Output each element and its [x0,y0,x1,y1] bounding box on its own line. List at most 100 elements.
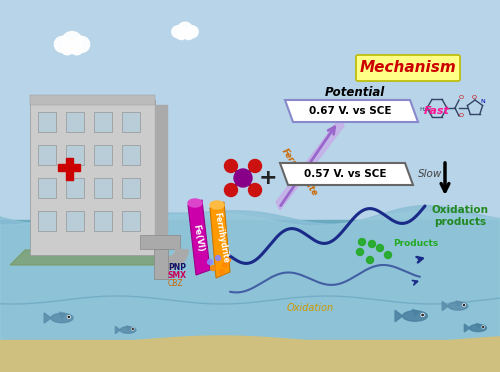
Polygon shape [464,324,469,332]
Bar [0,340,500,372]
Circle shape [248,183,262,196]
Text: Ferrihydrite: Ferrihydrite [280,147,320,198]
Bar [94,145,112,165]
Polygon shape [456,301,461,306]
Text: 0.67 V. vs SCE: 0.67 V. vs SCE [309,106,391,116]
Bar [94,112,112,132]
Circle shape [70,42,83,55]
Circle shape [226,257,230,263]
Bar [140,235,180,249]
Ellipse shape [51,313,73,323]
Bar [122,178,140,198]
Bar [38,112,56,132]
Text: CBZ: CBZ [168,279,184,289]
Polygon shape [280,163,413,185]
Circle shape [368,241,376,247]
Text: Fast: Fast [424,106,450,116]
Circle shape [216,256,220,260]
Circle shape [421,314,424,317]
Polygon shape [0,205,500,372]
Polygon shape [412,310,419,316]
Ellipse shape [470,324,486,331]
Text: PNP: PNP [168,263,186,273]
Bar [94,178,112,198]
Bar [38,178,56,198]
Bar [122,145,140,165]
Bar [66,112,84,132]
Circle shape [220,269,224,275]
FancyBboxPatch shape [356,55,460,81]
Bar [154,249,168,279]
Bar [30,100,155,255]
Polygon shape [285,100,418,122]
Circle shape [74,36,90,52]
Circle shape [224,183,237,196]
Text: O: O [458,95,464,100]
Circle shape [482,326,484,328]
Circle shape [132,328,134,330]
Circle shape [376,244,384,251]
Polygon shape [276,118,344,210]
Circle shape [384,251,392,259]
Polygon shape [395,310,402,322]
Circle shape [172,26,184,38]
Bar [38,145,56,165]
Text: H₂N: H₂N [419,107,431,112]
Circle shape [54,36,70,52]
Polygon shape [44,313,51,323]
Text: Fe(Ⅵ): Fe(Ⅵ) [191,224,205,253]
Text: +: + [258,168,278,188]
Circle shape [248,160,262,173]
Polygon shape [10,250,175,265]
Polygon shape [188,200,210,275]
Text: Oxidation: Oxidation [286,303,334,313]
Text: Mechanism: Mechanism [360,61,456,76]
Circle shape [234,169,252,187]
Circle shape [176,30,186,39]
Ellipse shape [402,311,427,321]
Circle shape [356,248,364,256]
Text: Products: Products [393,240,438,248]
Text: O: O [472,95,476,100]
Text: N: N [480,99,486,104]
Bar [122,112,140,132]
Polygon shape [0,212,500,372]
Circle shape [61,42,74,55]
Text: Ferrihydrite: Ferrihydrite [212,212,230,264]
Polygon shape [210,202,230,278]
Bar [58,164,80,171]
Text: SMX: SMX [168,272,187,280]
Circle shape [186,26,198,38]
Bar [66,158,73,180]
Bar [155,105,167,255]
Ellipse shape [120,327,136,333]
Circle shape [68,317,70,318]
Ellipse shape [210,201,224,209]
Text: Slow: Slow [418,169,442,179]
Polygon shape [116,326,120,334]
Polygon shape [0,336,500,372]
Circle shape [358,238,366,246]
Circle shape [463,304,465,306]
Circle shape [184,30,194,39]
Bar [30,95,155,105]
Bar [94,211,112,231]
Circle shape [224,160,237,173]
Polygon shape [476,323,480,328]
Circle shape [210,266,216,270]
Bar [38,211,56,231]
Circle shape [177,22,193,38]
Circle shape [422,314,424,316]
Polygon shape [126,326,130,330]
Circle shape [62,32,82,52]
Circle shape [132,328,133,330]
Bar [66,178,84,198]
Text: Potential: Potential [325,86,385,99]
Circle shape [208,260,212,264]
Circle shape [366,257,374,263]
Text: 0.57 V. vs SCE: 0.57 V. vs SCE [304,169,386,179]
Ellipse shape [188,199,202,207]
Text: O: O [458,113,464,118]
Polygon shape [60,312,66,318]
Polygon shape [442,301,448,311]
